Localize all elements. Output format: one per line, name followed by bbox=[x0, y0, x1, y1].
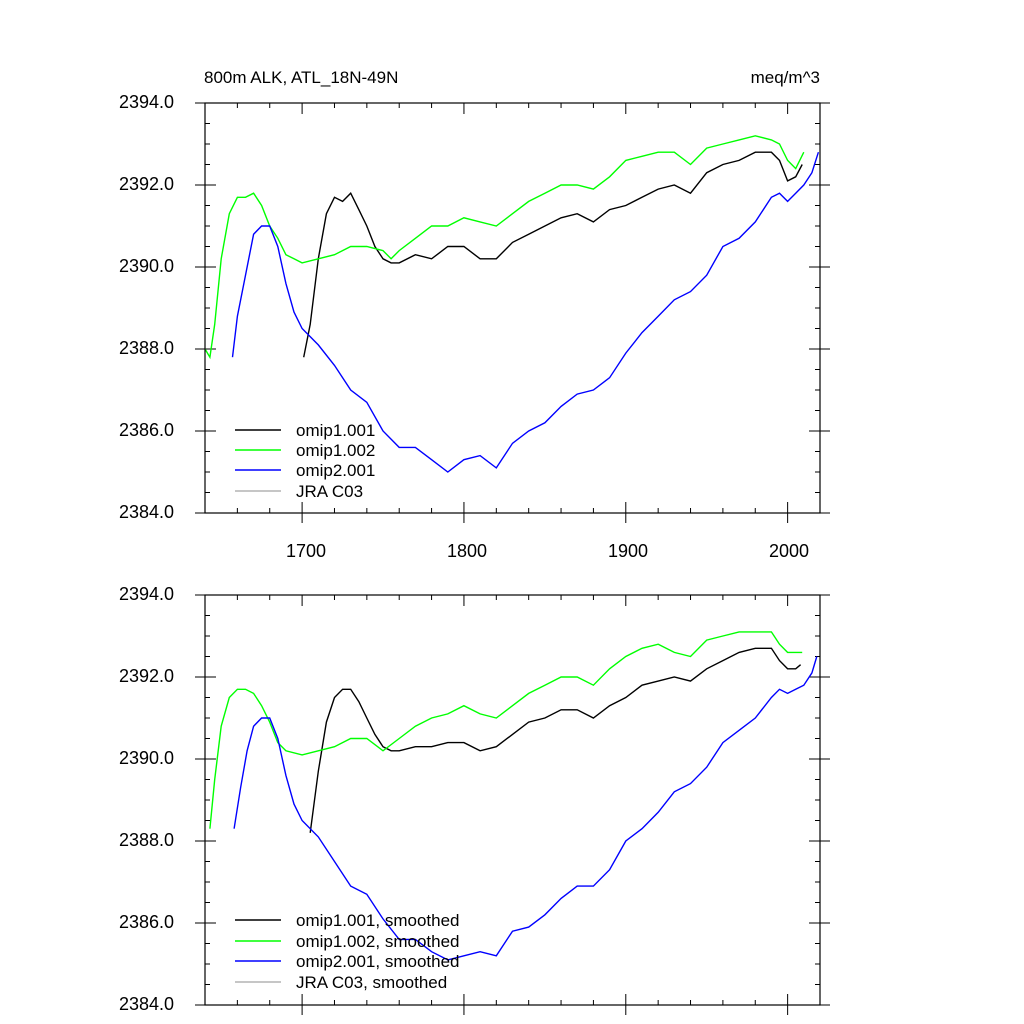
ytick-label: 2384.0 bbox=[119, 994, 174, 1014]
legend-label: omip1.001 bbox=[296, 421, 375, 440]
ytick-label: 2384.0 bbox=[119, 502, 174, 522]
ytick-label: 2388.0 bbox=[119, 338, 174, 358]
series-line-omip2-001-smoothed bbox=[233, 656, 818, 961]
ytick-label: 2394.0 bbox=[119, 584, 174, 604]
panel-top-xtick-labels: 1700 1800 1900 2000 bbox=[286, 541, 809, 561]
panel-bottom-series bbox=[209, 631, 818, 961]
xtick-label: 1800 bbox=[447, 541, 487, 561]
xtick-label: 1700 bbox=[286, 541, 326, 561]
panel-bottom-legend: omip1.001, smoothed omip1.002, smoothed … bbox=[235, 911, 460, 992]
legend-label: omip2.001 bbox=[296, 461, 375, 480]
panel-top-legend: omip1.001 omip1.002 omip2.001 JRA C03 bbox=[235, 421, 375, 501]
panel-bottom-ytick-labels: 2394.0 2392.0 2390.0 2388.0 2386.0 2384.… bbox=[119, 584, 174, 1014]
legend-label: JRA C03, smoothed bbox=[296, 973, 447, 992]
panel-bottom-ticks bbox=[195, 594, 830, 1015]
legend-label: omip2.001, smoothed bbox=[296, 952, 460, 971]
ytick-label: 2388.0 bbox=[119, 830, 174, 850]
panel-top-frame bbox=[204, 102, 821, 514]
xtick-label: 1900 bbox=[608, 541, 648, 561]
panel-top-series bbox=[204, 135, 820, 473]
ytick-label: 2394.0 bbox=[119, 92, 174, 112]
ytick-label: 2386.0 bbox=[119, 420, 174, 440]
panel-bottom-frame bbox=[204, 594, 821, 1006]
legend-label: JRA C03 bbox=[296, 482, 363, 501]
legend-label: omip1.002, smoothed bbox=[296, 932, 460, 951]
panel-top-title-left: 800m ALK, ATL_18N-49N bbox=[204, 68, 398, 87]
series-line-omip2-001 bbox=[231, 151, 820, 473]
panel-top-ticks bbox=[195, 102, 830, 523]
ytick-label: 2392.0 bbox=[119, 174, 174, 194]
series-line-omip1-002 bbox=[204, 135, 805, 360]
panel-bottom: 2394.0 2392.0 2390.0 2388.0 2386.0 2384.… bbox=[119, 584, 830, 1015]
panel-top-title-right: meq/m^3 bbox=[751, 68, 820, 87]
series-line-omip1-001-smoothed bbox=[309, 647, 802, 833]
ytick-label: 2392.0 bbox=[119, 666, 174, 686]
legend-label: omip1.001, smoothed bbox=[296, 911, 460, 930]
panel-top: 800m ALK, ATL_18N-49N meq/m^3 2394.0 239… bbox=[119, 68, 830, 561]
ytick-label: 2390.0 bbox=[119, 748, 174, 768]
series-line-omip1-001 bbox=[303, 151, 803, 358]
xtick-label: 2000 bbox=[769, 541, 809, 561]
ytick-label: 2390.0 bbox=[119, 256, 174, 276]
series-line-omip1-002-smoothed bbox=[209, 631, 803, 829]
panel-top-ytick-labels: 2394.0 2392.0 2390.0 2388.0 2386.0 2384.… bbox=[119, 92, 174, 522]
ytick-label: 2386.0 bbox=[119, 912, 174, 932]
legend-label: omip1.002 bbox=[296, 441, 375, 460]
